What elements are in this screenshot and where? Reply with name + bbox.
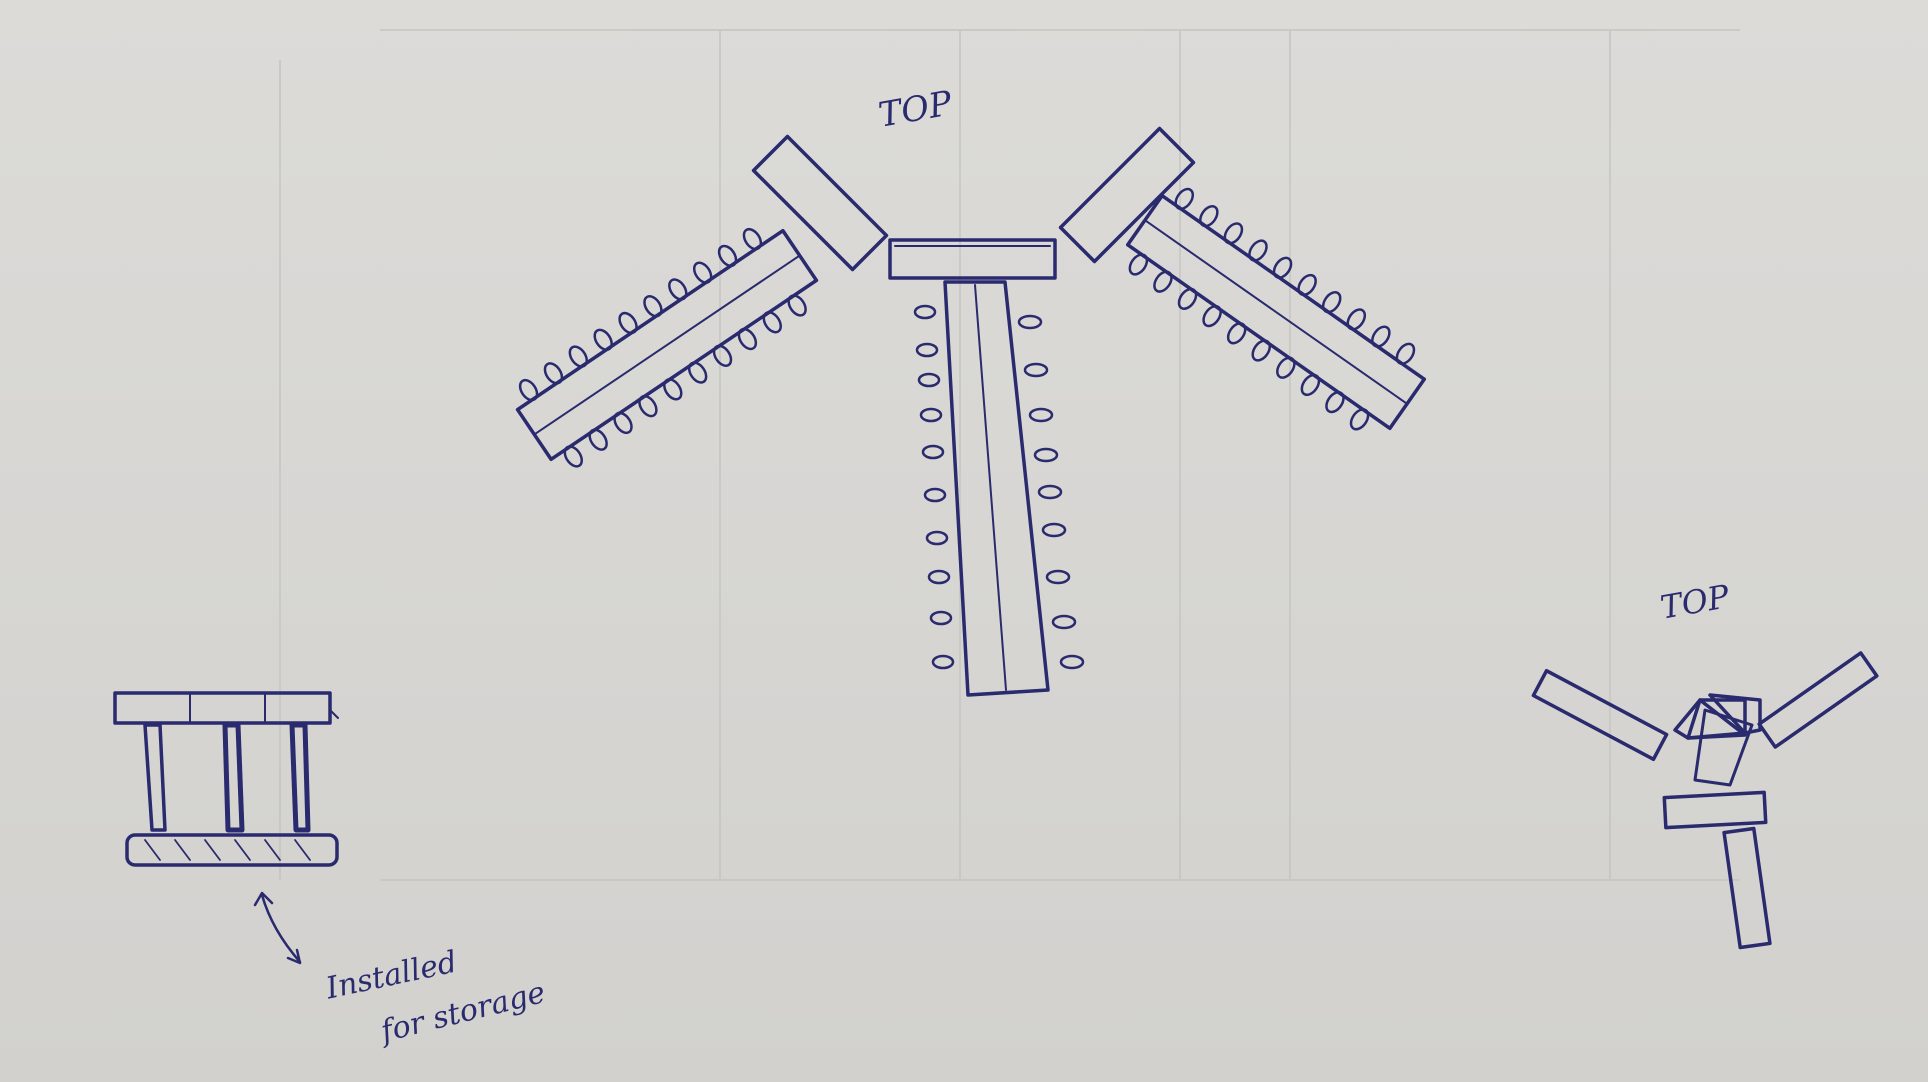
storage-posts: [143, 722, 311, 833]
left-arm: [515, 227, 819, 468]
right-arm-bristles-bottom: [1128, 253, 1370, 431]
stem-bristles-right: [1017, 314, 1085, 670]
right-connector-block: [1058, 126, 1196, 264]
left-connector-block: [751, 134, 889, 272]
top-label-small: TOP: [1657, 577, 1732, 627]
storage-view: [113, 691, 339, 965]
left-arm-bristles-bottom: [563, 294, 807, 468]
handwritten-labels: TOP TOP Installed for storage: [322, 83, 1733, 1050]
storage-top-bar: [113, 691, 339, 725]
left-arm-bristles-top: [518, 227, 763, 402]
right-arm: [1125, 187, 1427, 431]
top-view-arm-bottom: [1722, 826, 1772, 950]
top-view-arm-left: [1531, 668, 1669, 762]
top-view-assembly: [1531, 651, 1879, 950]
bleed-through-table: [279, 29, 1740, 881]
top-view-arm-right: [1757, 651, 1879, 749]
caption-arrow: [253, 891, 302, 965]
top-label-main: TOP: [876, 83, 956, 135]
right-arm-bristles-top: [1174, 187, 1416, 365]
center-connector-block: [888, 238, 1057, 280]
storage-base-bar: [125, 833, 339, 867]
caption-installed: Installed: [322, 945, 460, 1007]
three-arm-assembly: [515, 126, 1427, 697]
vertical-stem: [913, 280, 1085, 697]
top-view-hub-triangle: [1662, 693, 1768, 830]
stem-bristles-left: [913, 304, 955, 670]
